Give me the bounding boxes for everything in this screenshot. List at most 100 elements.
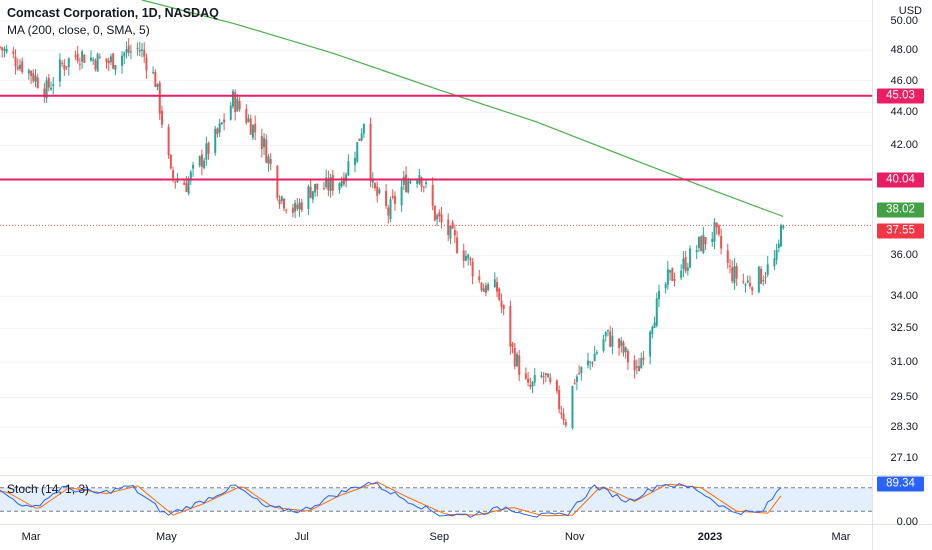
candle-body — [311, 191, 314, 200]
candle-body — [467, 254, 470, 259]
candle-body — [160, 110, 163, 125]
candle — [160, 105, 163, 129]
candle-body — [711, 238, 714, 242]
stoch-legend[interactable]: Stoch (14, 1, 3) — [7, 482, 90, 496]
candle-body — [216, 128, 219, 135]
candle-body — [593, 353, 596, 362]
candle — [385, 184, 388, 209]
candle-body — [141, 49, 144, 51]
candle — [43, 82, 46, 103]
candle — [540, 371, 543, 379]
candle — [664, 281, 667, 294]
candle-body — [586, 360, 589, 366]
candle-body — [529, 384, 532, 387]
candle-body — [387, 207, 390, 216]
candle — [682, 251, 685, 278]
candle — [649, 329, 652, 365]
candle — [67, 57, 70, 76]
candle — [700, 235, 703, 252]
candle — [531, 380, 534, 394]
candle — [18, 59, 21, 72]
currency-label: USD — [898, 5, 922, 17]
candle-body — [671, 268, 674, 281]
candle — [47, 74, 50, 92]
candle-body — [176, 180, 179, 183]
candle — [65, 66, 68, 70]
candle — [94, 58, 97, 72]
candle — [249, 114, 252, 135]
candle-body — [371, 179, 374, 183]
candle — [689, 245, 692, 269]
candle — [511, 341, 514, 354]
candle — [436, 213, 439, 227]
candle — [591, 361, 594, 367]
candle-body — [154, 71, 157, 88]
candle — [16, 58, 19, 71]
candle-body — [440, 214, 443, 223]
candle-body — [700, 236, 703, 252]
candle-body — [389, 199, 392, 220]
candle-body — [207, 142, 210, 154]
candle-body — [449, 225, 452, 239]
candle-body — [294, 202, 297, 212]
candle-body — [571, 385, 574, 428]
candle-body — [200, 154, 203, 168]
candle-body — [726, 250, 729, 263]
candle — [285, 208, 288, 214]
candle — [735, 262, 738, 286]
candle — [296, 198, 299, 212]
time-tick-label: Jul — [294, 531, 309, 543]
candle — [542, 372, 545, 385]
symbol-title[interactable]: Comcast Corporation, 1D, NASDAQ — [7, 6, 219, 20]
candle — [294, 199, 297, 219]
candle — [98, 53, 101, 59]
candle — [207, 141, 210, 160]
candle-body — [422, 186, 425, 188]
candle-body — [531, 381, 534, 387]
candle-body — [760, 268, 763, 284]
candle — [555, 379, 558, 394]
candle-body — [223, 119, 226, 123]
candle-body — [172, 170, 175, 179]
candle — [509, 300, 512, 355]
candle-body — [345, 174, 348, 182]
candle — [544, 372, 547, 383]
candle — [192, 161, 195, 177]
candle-body — [680, 270, 683, 278]
price-tag: 45.03 — [877, 88, 924, 104]
candle — [373, 182, 376, 192]
candle-body — [409, 181, 412, 183]
candle-body — [575, 376, 578, 382]
candle-body — [433, 205, 436, 221]
candle-body — [47, 77, 50, 88]
candle-body — [713, 222, 716, 242]
candle-body — [549, 377, 552, 383]
horizontal-levels — [0, 94, 872, 226]
candle-body — [322, 188, 325, 190]
candle-body — [622, 342, 625, 353]
candle — [76, 46, 79, 64]
candle-body — [746, 280, 749, 283]
candle-body — [697, 236, 700, 248]
candle — [152, 66, 155, 75]
stoch-tick-label: 0.00 — [896, 516, 918, 528]
candle-body — [653, 322, 656, 328]
candle — [462, 243, 465, 268]
candle — [338, 182, 341, 194]
candle — [651, 325, 654, 339]
candle — [238, 97, 241, 112]
candle-body — [121, 55, 124, 66]
candle — [278, 195, 281, 209]
candle — [327, 170, 330, 197]
candle-body — [354, 157, 357, 165]
candle — [464, 250, 467, 262]
candle-body — [167, 126, 170, 156]
ma-legend[interactable]: MA (200, close, 0, SMA, 5) — [7, 23, 150, 37]
candle-body — [591, 362, 594, 365]
candle — [231, 89, 234, 109]
candle-body — [558, 390, 561, 410]
candle — [156, 83, 159, 91]
price-tick-label: 32.50 — [890, 322, 918, 335]
